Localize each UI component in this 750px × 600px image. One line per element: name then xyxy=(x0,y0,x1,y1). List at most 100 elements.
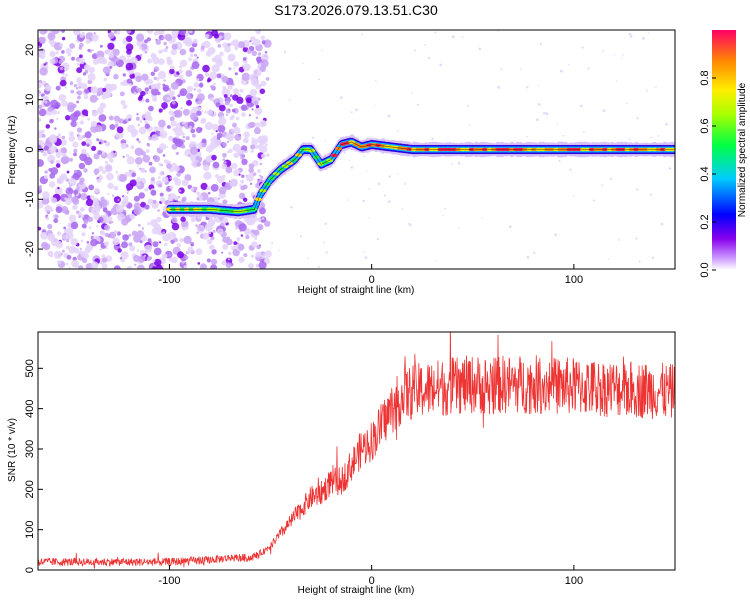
noise-blob xyxy=(222,158,226,161)
noise-blob xyxy=(231,108,236,113)
spectrogram-y-tick-label: 10 xyxy=(24,94,36,106)
noise-blob xyxy=(255,251,262,258)
snr-panel: -100 0 100 0 100 200 300 400 500 Height of stra… xyxy=(7,331,676,596)
noise-speck xyxy=(339,96,343,99)
noise-blob xyxy=(70,221,79,230)
noise-blob xyxy=(232,248,240,257)
noise-blob xyxy=(231,39,239,47)
noise-blob xyxy=(217,197,221,200)
noise-blob xyxy=(217,44,222,48)
noise-blob xyxy=(152,241,159,248)
noise-blob xyxy=(106,152,114,160)
noise-blob xyxy=(109,124,116,130)
noise-blob xyxy=(260,135,269,144)
noise-speck xyxy=(562,134,565,137)
noise-blob xyxy=(225,108,231,114)
noise-blob xyxy=(155,39,161,45)
noise-speck xyxy=(526,255,530,259)
noise-blob xyxy=(48,181,56,188)
noise-blob xyxy=(181,144,186,149)
noise-blob xyxy=(104,224,110,231)
noise-blob xyxy=(76,90,83,96)
noise-blob xyxy=(146,37,151,42)
noise-blob xyxy=(126,183,134,191)
noise-blob xyxy=(261,153,266,159)
noise-blob xyxy=(128,83,132,87)
noise-blob xyxy=(152,259,156,263)
noise-blob xyxy=(250,149,254,153)
noise-blob xyxy=(138,255,146,263)
noise-blob xyxy=(93,213,101,221)
colorbar-tick-label: 0.2 xyxy=(699,214,711,229)
noise-speck xyxy=(573,194,575,197)
noise-blob xyxy=(188,30,193,33)
noise-blob xyxy=(229,103,233,108)
noise-blob xyxy=(69,214,77,222)
noise-speck xyxy=(638,260,641,263)
noise-blob xyxy=(254,122,261,128)
noise-blob xyxy=(111,221,114,224)
noise-blob xyxy=(195,96,203,105)
noise-blob xyxy=(169,176,173,180)
noise-speck xyxy=(401,208,404,210)
noise-blob xyxy=(207,109,214,116)
noise-blob xyxy=(81,148,87,155)
noise-blob xyxy=(244,228,251,236)
noise-blob xyxy=(166,59,173,66)
noise-blob xyxy=(181,121,186,125)
noise-blob xyxy=(233,169,241,177)
noise-blob xyxy=(60,79,67,87)
noise-blob xyxy=(144,120,148,125)
noise-blob xyxy=(159,32,162,35)
noise-speck xyxy=(349,159,351,161)
noise-blob xyxy=(236,152,241,157)
noise-blob xyxy=(253,38,261,47)
noise-blob xyxy=(102,87,107,92)
noise-blob xyxy=(62,234,68,240)
noise-blob xyxy=(219,51,224,57)
noise-blob xyxy=(55,255,58,258)
noise-blob xyxy=(168,258,173,262)
noise-blob xyxy=(126,156,135,165)
noise-speck xyxy=(442,214,445,216)
colorbar: 0.0 0.2 0.4 0.6 0.8 Normalized spectral ampl… xyxy=(699,30,748,278)
noise-blob xyxy=(98,216,104,223)
noise-blob xyxy=(222,243,229,250)
noise-speck xyxy=(508,225,512,229)
spectrogram-x-tick-label: -100 xyxy=(158,274,180,286)
noise-blob xyxy=(113,150,116,153)
noise-blob xyxy=(199,263,207,269)
noise-speck xyxy=(657,135,660,137)
noise-blob xyxy=(265,41,268,44)
noise-speck xyxy=(481,217,483,219)
snr-x-tick-label: -100 xyxy=(158,575,180,587)
noise-blob xyxy=(172,66,175,69)
noise-blob xyxy=(167,195,174,202)
noise-blob xyxy=(172,96,176,100)
noise-speck xyxy=(650,193,653,196)
noise-blob xyxy=(218,186,227,195)
noise-blob xyxy=(166,96,171,101)
noise-blob xyxy=(225,113,229,117)
noise-blob xyxy=(191,123,194,126)
noise-blob xyxy=(159,143,167,151)
snr-series-line xyxy=(38,332,675,569)
noise-blob xyxy=(199,106,202,110)
noise-blob xyxy=(139,240,143,244)
noise-blob xyxy=(68,188,71,192)
noise-blob xyxy=(122,138,125,141)
noise-blob xyxy=(107,193,110,196)
noise-blob xyxy=(235,116,240,121)
noise-blob xyxy=(93,32,96,35)
noise-blob xyxy=(76,91,79,94)
noise-blob xyxy=(162,253,168,259)
noise-blob xyxy=(264,250,272,258)
noise-blob xyxy=(60,139,67,146)
noise-blob xyxy=(209,142,217,150)
noise-blob xyxy=(106,84,109,87)
noise-blob xyxy=(129,73,135,79)
noise-blob xyxy=(205,34,210,39)
spectrogram-x-label: Height of straight line (km) xyxy=(298,285,415,296)
noise-blob xyxy=(222,142,228,147)
noise-blob xyxy=(180,216,186,222)
